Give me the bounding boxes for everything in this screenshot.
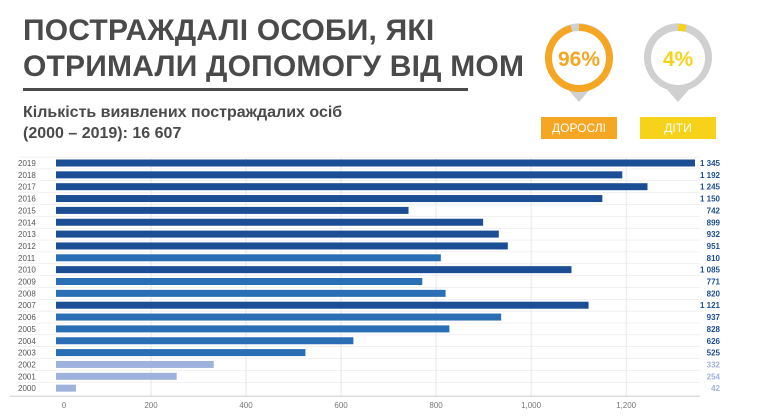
x-tick-label: 800 — [429, 401, 443, 410]
year-label: 2010 — [18, 266, 36, 275]
bar — [56, 206, 409, 214]
value-label: 828 — [707, 325, 721, 334]
year-label: 2012 — [18, 242, 36, 251]
year-label: 2005 — [18, 325, 36, 334]
subtitle-line-2: (2000 – 2019): 16 607 — [23, 125, 182, 142]
value-label: 810 — [707, 254, 721, 263]
year-label: 2004 — [18, 337, 36, 346]
year-label: 2017 — [18, 183, 36, 192]
bar — [56, 218, 484, 226]
subtitle-line-1: Кількість виявлених постраждалих осіб — [23, 104, 343, 121]
bar — [56, 325, 450, 333]
bar-chart: 2019 1 345 2018 1 192 2017 1 245 2016 1 150 2015… — [10, 156, 721, 410]
value-label: 626 — [707, 337, 721, 346]
bar — [56, 349, 306, 357]
bar — [56, 159, 695, 167]
bar — [56, 195, 603, 203]
year-label: 2011 — [18, 254, 36, 263]
value-label: 1 150 — [700, 195, 721, 204]
value-label: 742 — [707, 206, 721, 215]
children-label: ДІТИ — [640, 117, 716, 139]
adults-donut: 96% — [545, 23, 613, 102]
year-label: 2008 — [18, 289, 36, 298]
adults-label: ДОРОСЛІ — [541, 117, 617, 139]
adults-share: 96% ДОРОСЛІ — [538, 16, 620, 139]
bar — [56, 171, 623, 179]
x-tick-label: 0 — [62, 401, 67, 410]
year-label: 2018 — [18, 171, 36, 180]
bar — [56, 384, 76, 392]
year-label: 2013 — [18, 230, 36, 239]
value-label: 1 345 — [700, 159, 721, 168]
bar — [56, 254, 441, 262]
title-line-2: ОТРИМАЛИ ДОПОМОГУ ВІД МОМ — [23, 50, 525, 83]
children-donut: 4% — [644, 23, 712, 102]
value-label: 771 — [707, 278, 721, 287]
children-percent: 4% — [663, 48, 694, 71]
bar — [56, 230, 499, 238]
value-label: 254 — [707, 372, 721, 381]
value-label: 332 — [707, 360, 721, 369]
value-label: 1 192 — [700, 171, 721, 180]
bar — [56, 278, 423, 285]
year-label: 2006 — [18, 313, 36, 322]
value-label: 525 — [707, 349, 721, 358]
children-share: 4% ДІТИ — [637, 16, 719, 139]
value-label: 1 121 — [700, 301, 721, 310]
value-label: 951 — [707, 242, 721, 251]
year-label: 2015 — [18, 206, 36, 215]
year-label: 2016 — [18, 195, 36, 204]
chart-subtitle: Кількість виявлених постраждалих осіб (2… — [23, 102, 342, 144]
bar — [56, 360, 214, 368]
year-label: 2003 — [18, 349, 36, 358]
title-divider — [23, 88, 468, 91]
value-label: 820 — [707, 289, 721, 298]
year-label: 2019 — [18, 159, 36, 168]
value-label: 42 — [711, 384, 720, 393]
x-tick-label: 600 — [334, 401, 348, 410]
year-label: 2000 — [18, 384, 36, 393]
x-tick-label: 1,200 — [616, 401, 637, 410]
year-label: 2009 — [18, 278, 36, 287]
title-line-1: ПОСТРАЖДАЛІ ОСОБИ, ЯКІ — [23, 14, 435, 47]
year-label: 2007 — [18, 301, 36, 310]
year-label: 2001 — [18, 372, 36, 381]
bar — [56, 372, 177, 380]
bar — [56, 266, 572, 274]
value-label: 899 — [707, 218, 721, 227]
bar — [56, 183, 648, 191]
value-label: 932 — [707, 230, 721, 239]
bar — [56, 337, 354, 345]
title-text: ПОСТРАЖДАЛІ ОСОБИ, ЯКІ ОТРИМАЛИ ДОПОМОГУ… — [23, 13, 524, 85]
x-tick-label: 200 — [144, 401, 158, 410]
value-label: 1 085 — [700, 266, 721, 275]
bar — [56, 313, 502, 321]
x-tick-label: 1,000 — [521, 401, 542, 410]
bar — [56, 242, 508, 250]
value-label: 937 — [707, 313, 721, 322]
adults-percent: 96% — [558, 48, 600, 71]
year-label: 2014 — [18, 218, 36, 227]
year-label: 2002 — [18, 360, 36, 369]
bar — [56, 289, 446, 297]
value-label: 1 245 — [700, 183, 721, 192]
bar — [56, 301, 589, 309]
x-tick-label: 400 — [239, 401, 253, 410]
